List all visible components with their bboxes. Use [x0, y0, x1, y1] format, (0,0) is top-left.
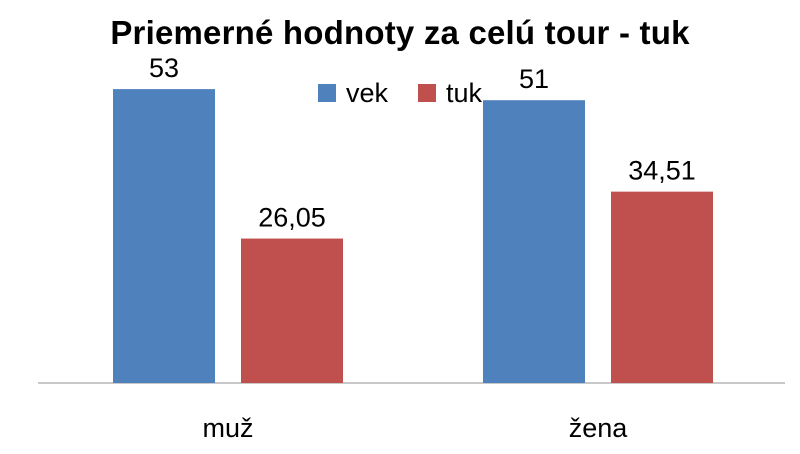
data-label-tuk-0: 26,05 — [258, 203, 326, 233]
data-label-tuk-1: 34,51 — [628, 156, 696, 186]
legend-label-vek: vek — [346, 78, 389, 108]
legend-label-tuk: tuk — [446, 78, 483, 108]
legend-swatch-vek — [318, 84, 336, 102]
data-label-vek-1: 51 — [519, 64, 549, 94]
data-label-vek-0: 53 — [149, 53, 179, 83]
legend-swatch-tuk — [418, 84, 436, 102]
bar-tuk-1 — [611, 191, 713, 383]
category-label-1: žena — [569, 413, 629, 443]
bar-tuk-0 — [241, 238, 343, 383]
bar-vek-1 — [483, 100, 585, 383]
category-label-0: muž — [202, 413, 253, 443]
bar-vek-0 — [113, 89, 215, 383]
chart-title: Priemerné hodnoty za celú tour - tuk — [110, 14, 690, 51]
